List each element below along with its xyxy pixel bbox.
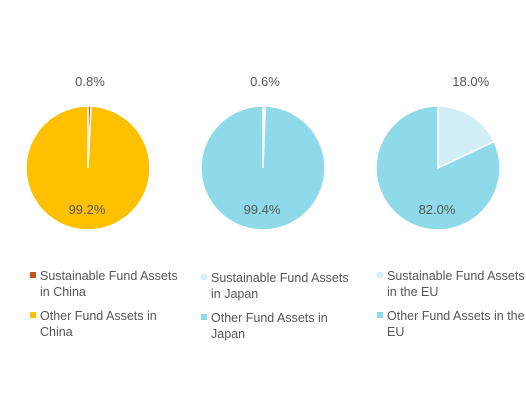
legend-japan: Sustainable Fund Assets in Japan Other F… xyxy=(201,270,351,350)
legend-item-other-eu: Other Fund Assets in the EU xyxy=(377,308,526,340)
legend-marker-sustainable-eu xyxy=(377,272,383,278)
pie-slice-eu-sustainable xyxy=(437,105,496,170)
data-label-japan-other: 99.4% xyxy=(244,202,281,217)
pie-slice-china-other xyxy=(25,105,151,231)
pie-slice-eu-other xyxy=(375,105,501,231)
legend-label-other-china: Other Fund Assets in China xyxy=(40,309,157,339)
legend-label-other-eu: Other Fund Assets in the EU xyxy=(387,309,525,339)
legend-label-sustainable-eu: Sustainable Fund Assets in the EU xyxy=(387,269,525,299)
legend-label-sustainable-japan: Sustainable Fund Assets in Japan xyxy=(211,271,349,301)
legend-item-other-china: Other Fund Assets in China xyxy=(30,308,180,340)
legend-marker-other-japan xyxy=(201,314,207,320)
legend-marker-other-china xyxy=(30,312,36,318)
legend-marker-other-eu xyxy=(377,312,383,318)
pie-slice-japan-other xyxy=(200,105,326,231)
legend-marker-sustainable-japan xyxy=(201,274,207,280)
data-label-china-other: 99.2% xyxy=(69,202,106,217)
legend-label-other-japan: Other Fund Assets in Japan xyxy=(211,311,328,341)
legend-china: Sustainable Fund Assets in China Other F… xyxy=(30,268,180,348)
data-label-japan-sustainable: 0.6% xyxy=(250,74,280,89)
legend-label-sustainable-china: Sustainable Fund Assets in China xyxy=(40,269,178,299)
legend-item-sustainable-china: Sustainable Fund Assets in China xyxy=(30,268,180,300)
legend-item-sustainable-japan: Sustainable Fund Assets in Japan xyxy=(201,270,351,302)
data-label-eu-other: 82.0% xyxy=(419,202,456,217)
legend-item-other-japan: Other Fund Assets in Japan xyxy=(201,310,351,342)
legend-item-sustainable-eu: Sustainable Fund Assets in the EU xyxy=(377,268,526,300)
legend-eu: Sustainable Fund Assets in the EU Other … xyxy=(377,268,526,348)
data-label-china-sustainable: 0.8% xyxy=(75,74,105,89)
legend-marker-sustainable-china xyxy=(30,272,36,278)
data-label-eu-sustainable: 18.0% xyxy=(452,74,489,89)
